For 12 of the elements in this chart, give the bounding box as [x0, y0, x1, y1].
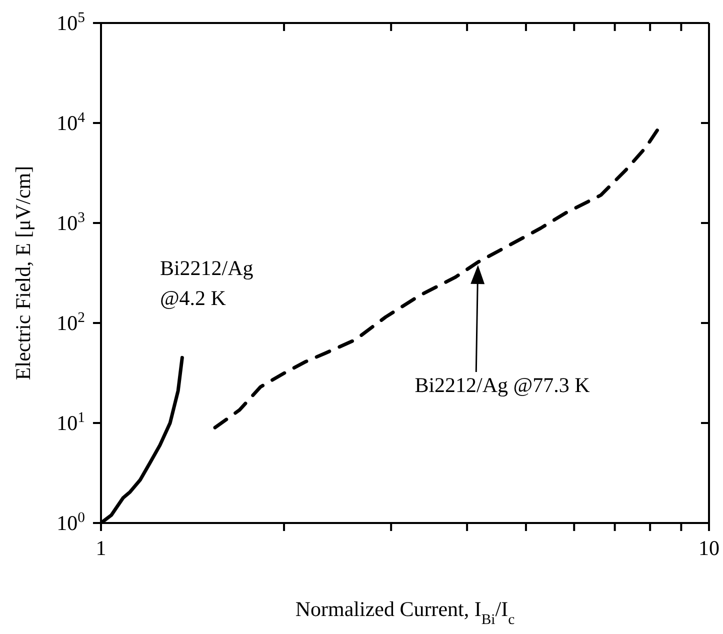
y-tick-label: 10$^{4}$ — [56, 110, 86, 135]
x-tick-label: 10 — [698, 536, 720, 560]
y-tick-label: 10$^{5}$ — [56, 10, 85, 35]
y-axis-title: Electric Field, E [μV/cm] — [11, 166, 35, 380]
x-axis-title: Normalized Current, I$_{Bi}$/I$_{c}$ — [295, 597, 516, 628]
y-tick-label: 10$^{0}$ — [56, 510, 85, 535]
y-tick-label: 10$^{2}$ — [56, 310, 85, 335]
x-tick-label: 1 — [96, 536, 106, 560]
y-tick-label: 10$^{1}$ — [56, 410, 85, 435]
y-tick-label: 10$^{3}$ — [56, 210, 85, 235]
annotation: Bi2212/Ag @4.2 K — [160, 256, 254, 310]
annotation: Bi2212/Ag @77.3 K — [414, 373, 590, 397]
